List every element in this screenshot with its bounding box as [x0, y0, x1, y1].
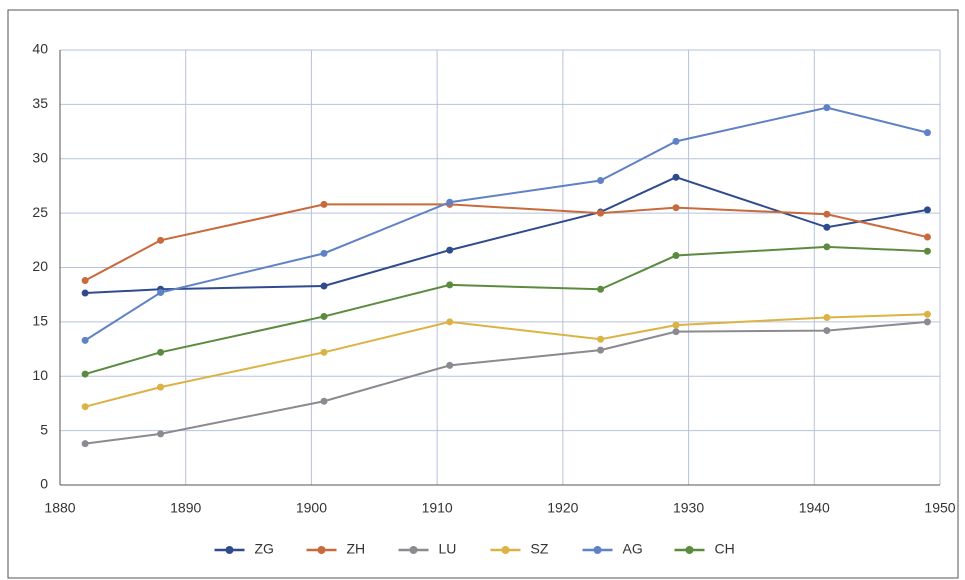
- y-tick-label: 25: [32, 204, 48, 220]
- data-point: [81, 403, 89, 411]
- legend-marker: [501, 546, 510, 554]
- x-tick-label: 1930: [673, 500, 704, 516]
- data-point: [81, 289, 89, 297]
- x-tick-label: 1920: [547, 500, 578, 516]
- data-point: [320, 282, 328, 290]
- y-tick-label: 10: [32, 367, 48, 383]
- data-point: [446, 318, 454, 326]
- legend-marker: [593, 546, 602, 554]
- series-line: [84, 106, 928, 342]
- series-line: [85, 320, 928, 445]
- legend-label: SZ: [531, 541, 549, 557]
- data-point: [597, 209, 605, 217]
- data-point: [672, 204, 680, 212]
- data-point: [923, 233, 931, 241]
- x-tick-label: 1910: [422, 500, 453, 516]
- data-point: [157, 236, 165, 244]
- data-point: [81, 370, 89, 378]
- data-point: [672, 173, 680, 181]
- series-line: [84, 203, 928, 282]
- y-tick-label: 30: [32, 149, 48, 165]
- data-point: [823, 327, 831, 335]
- data-point: [923, 310, 931, 318]
- y-tick-label: 20: [32, 258, 48, 274]
- data-point: [823, 210, 831, 218]
- data-point: [320, 397, 328, 405]
- legend-marker: [317, 546, 326, 554]
- y-tick-label: 35: [32, 95, 48, 111]
- data-point: [320, 249, 328, 257]
- plot: [81, 104, 931, 448]
- data-point: [157, 383, 165, 391]
- x-tick-label: 1880: [44, 500, 75, 516]
- data-point: [823, 104, 831, 112]
- data-point: [672, 321, 680, 329]
- legend-marker: [409, 546, 418, 554]
- data-point: [81, 277, 89, 285]
- legend-label: ZG: [255, 541, 274, 557]
- series-line: [84, 313, 928, 408]
- data-point: [823, 223, 831, 231]
- data-point: [923, 247, 931, 255]
- data-point: [597, 346, 605, 354]
- data-point: [320, 312, 328, 320]
- data-point: [446, 361, 454, 369]
- data-point: [823, 314, 831, 322]
- data-point: [597, 177, 605, 184]
- data-point: [81, 336, 89, 344]
- legend: ZG ZH LU SZ AG CH: [214, 541, 735, 557]
- data-point: [923, 206, 931, 214]
- x-tick-label: 1950: [924, 500, 955, 516]
- legend-label: CH: [715, 541, 735, 557]
- data-point: [446, 246, 454, 254]
- data-point: [157, 289, 165, 297]
- legend-marker: [225, 546, 234, 554]
- data-point: [597, 335, 605, 343]
- x-tick-label: 1940: [799, 500, 830, 516]
- series-line: [84, 245, 928, 376]
- data-point: [823, 243, 831, 251]
- y-tick-label: 0: [40, 476, 48, 492]
- legend-marker: [685, 546, 694, 554]
- data-point: [446, 198, 454, 206]
- data-point: [923, 129, 931, 137]
- y-tick-label: 40: [32, 41, 48, 57]
- y-tick-label: 15: [32, 313, 48, 329]
- data-point: [672, 328, 680, 336]
- x-tick-label: 1890: [170, 500, 201, 516]
- grid: 0 5 10 15 20 25 30 35 40 1880 1890 1900 1910 1920 1930…: [32, 41, 955, 516]
- y-tick-label: 5: [40, 421, 48, 437]
- legend-label: AG: [623, 541, 643, 557]
- series-line: [85, 176, 928, 295]
- data-point: [320, 200, 328, 208]
- data-point: [597, 285, 605, 293]
- legend-label: ZH: [347, 541, 366, 557]
- data-point: [672, 252, 680, 260]
- frame: [7, 9, 959, 579]
- data-point: [446, 281, 454, 289]
- data-point: [320, 348, 328, 356]
- data-point: [923, 318, 931, 326]
- x-tick-label: 1900: [296, 500, 327, 516]
- data-point: [672, 137, 680, 145]
- data-point: [157, 430, 165, 438]
- legend-label: LU: [439, 541, 457, 557]
- data-point: [157, 348, 165, 356]
- data-point: [81, 440, 89, 448]
